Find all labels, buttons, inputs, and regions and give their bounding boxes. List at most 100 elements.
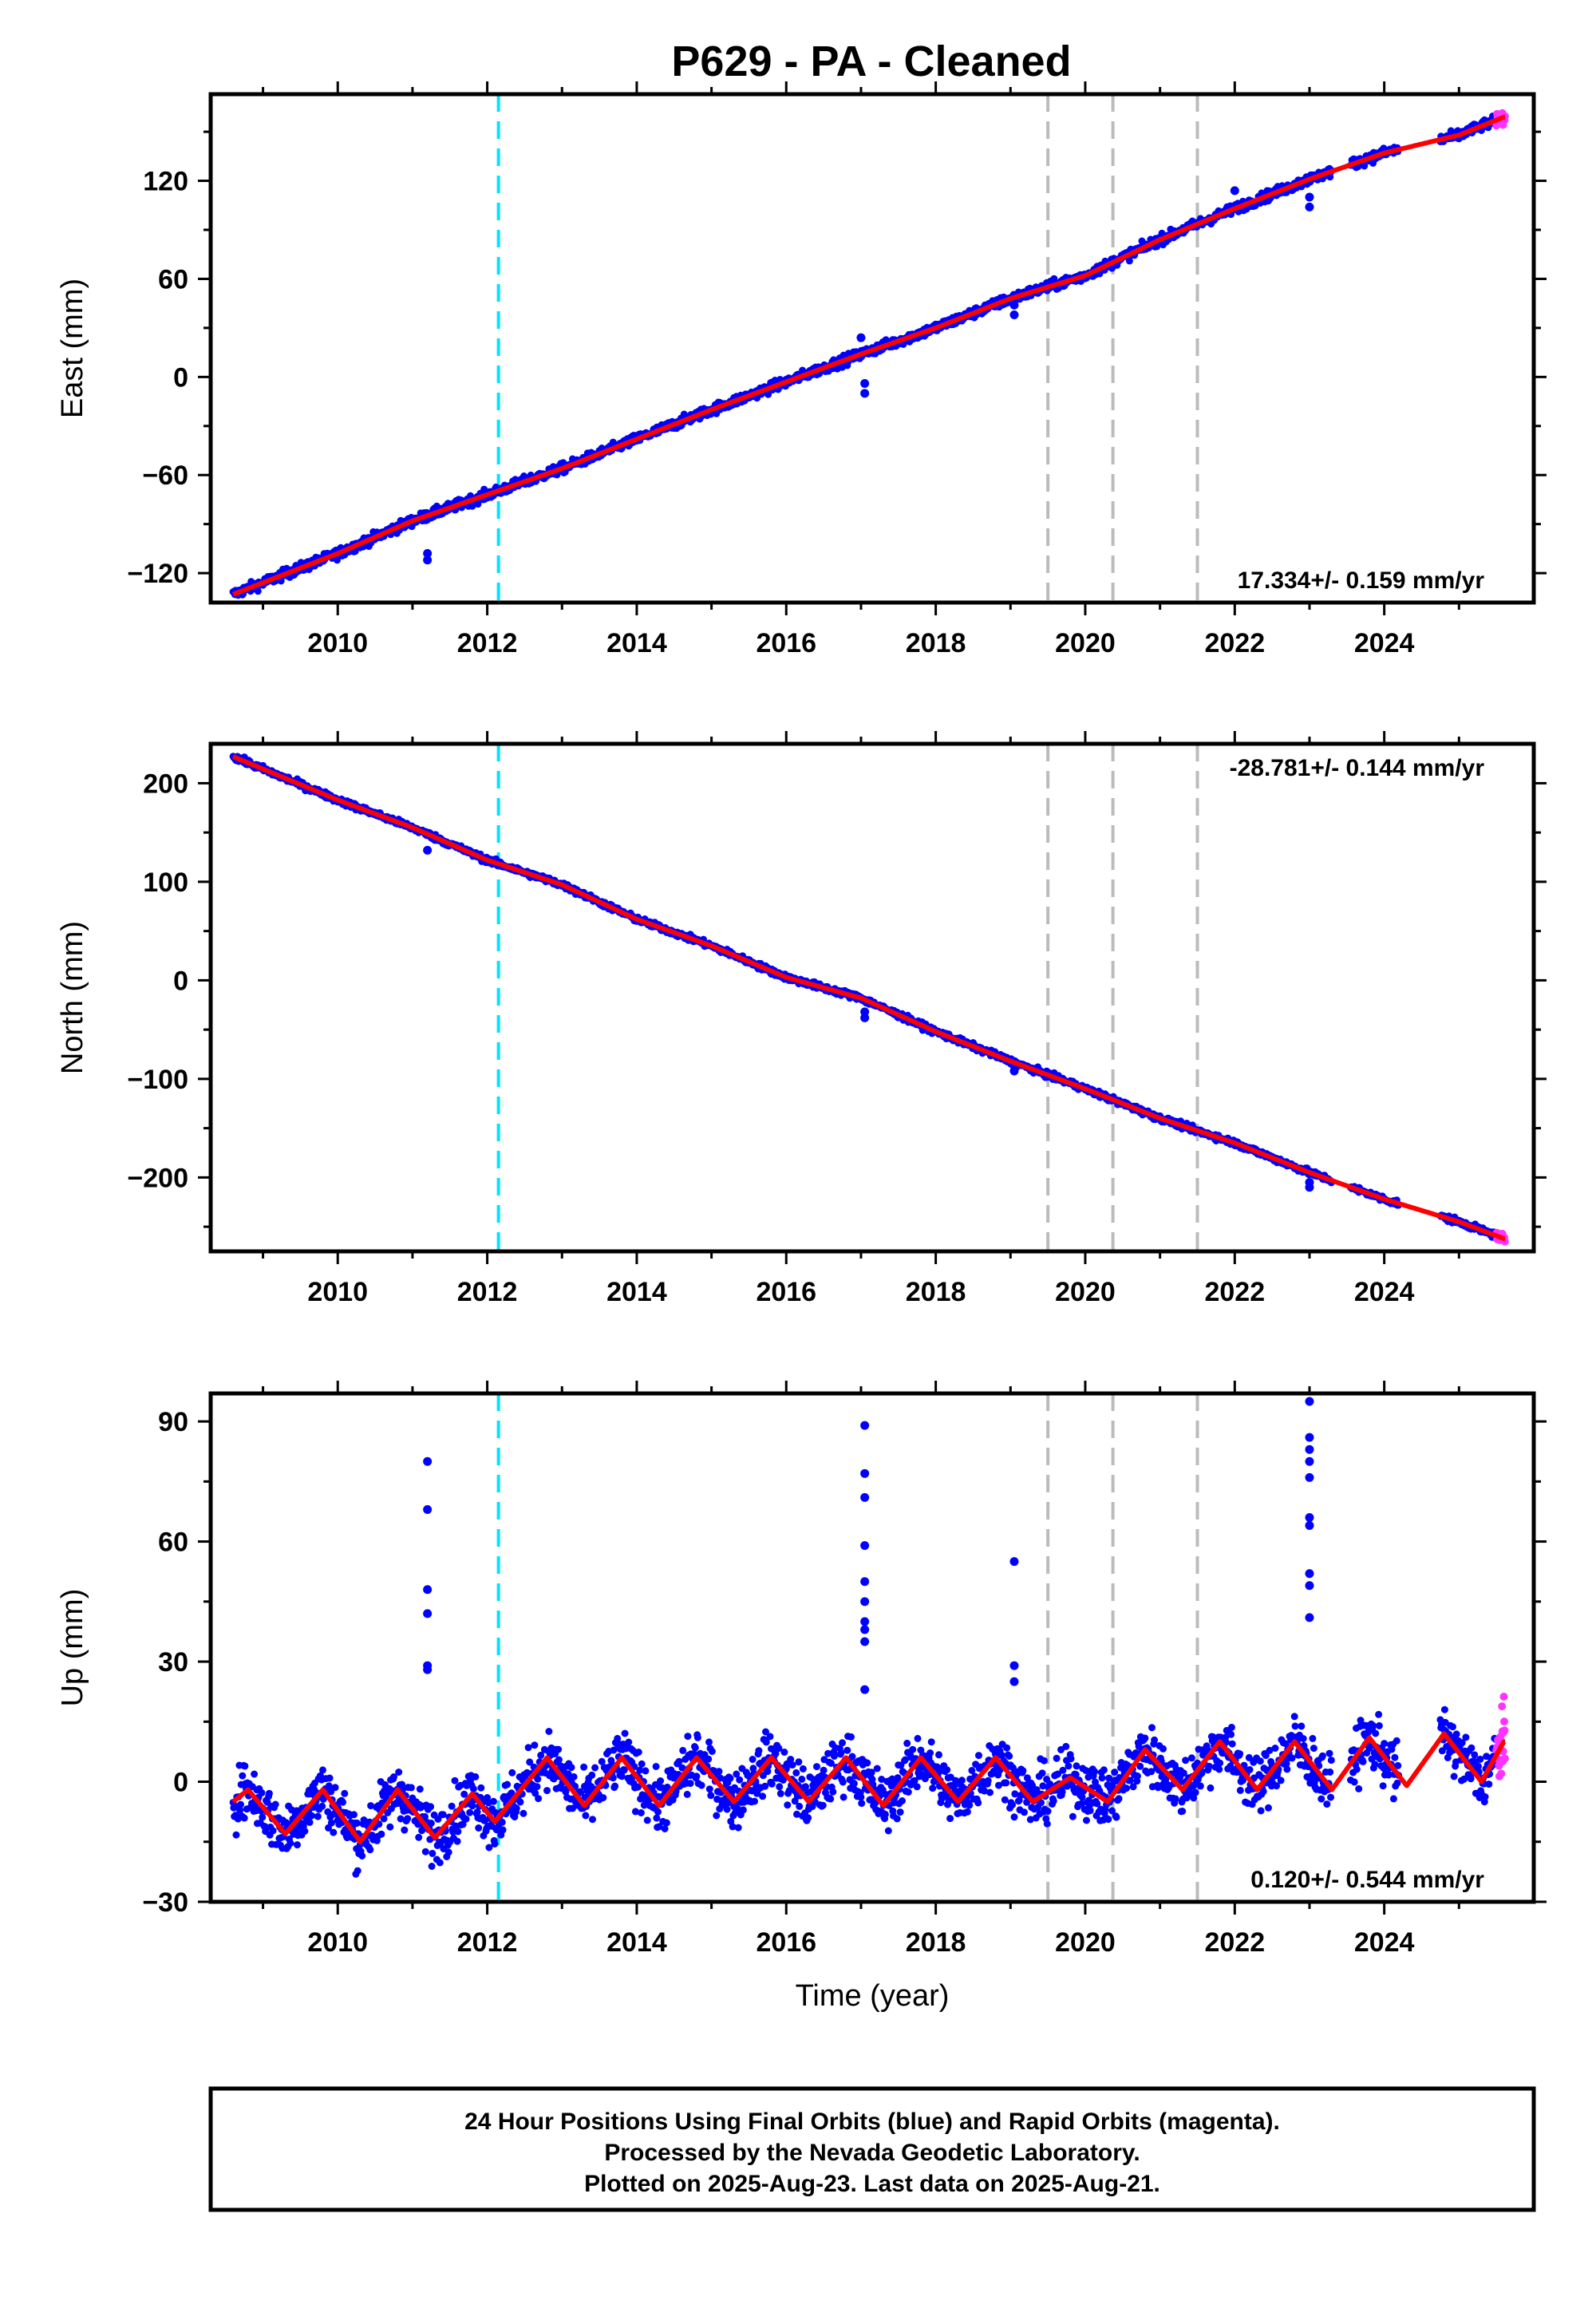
outlier-point [860,389,870,398]
model-fit-line [231,1731,1507,1844]
outlier-point [860,1625,870,1634]
outlier-point [423,1665,433,1674]
y-tick-label: −120 [127,559,188,589]
outlier-point [860,1685,870,1694]
outlier-point [423,549,433,559]
x-tick-label: 2022 [1204,1927,1265,1958]
outlier-point [1305,1445,1314,1454]
outlier-point [1009,1066,1019,1076]
outlier-point [860,1597,870,1607]
outlier-point [1305,1613,1314,1622]
model-fit-line [231,114,1507,597]
x-tick-label: 2010 [307,628,368,658]
y-tick-label: 120 [143,167,188,197]
x-tick-label: 2010 [307,1927,368,1958]
y-tick-label: 200 [143,769,188,799]
outlier-point [1305,1433,1314,1442]
x-tick-label: 2020 [1055,628,1116,658]
outlier-point [1305,202,1314,211]
x-tick-label: 2010 [307,1277,368,1307]
outlier-point [1305,1178,1314,1188]
x-tick-label: 2014 [606,1277,667,1307]
x-tick-label: 2012 [457,628,518,658]
y-axis-label: East (mm) [56,279,89,418]
plot-frame [208,92,1536,605]
outlier-point [860,1541,870,1551]
up-panel: 2010 2012 2014 2016 2018 2020 2022 2024 −30 0 30 60… [56,1381,1547,2013]
y-tick-label: −30 [142,1887,188,1918]
outlier-point [860,1013,870,1022]
x-tick-label: 2020 [1055,1277,1116,1307]
velocity-rate-label: 17.334+/- 0.159 mm/yr [1238,567,1485,594]
outlier-point [423,1504,433,1514]
east-panel: 2010 2012 2014 2016 2018 2020 2022 2024 −120 −60 0… [56,81,1547,658]
x-tick-label: 2018 [906,628,966,658]
x-tick-label: 2024 [1354,628,1415,658]
x-tick-label: 2024 [1354,1277,1415,1307]
outlier-point [860,1468,870,1478]
caption-line-1: 24 Hour Positions Using Final Orbits (bl… [464,2109,1280,2135]
y-tick-label: 0 [173,362,188,393]
plot-content [229,94,1509,603]
x-tick-label: 2014 [606,1927,667,1958]
x-tick-label: 2020 [1055,1927,1116,1958]
outlier-point [423,1456,433,1466]
final-orbit-points [229,1705,1499,1878]
x-tick-label: 2012 [457,1927,518,1958]
y-axis-label: North (mm) [56,921,89,1074]
outlier-point [1305,1581,1314,1591]
outlier-point [1305,1521,1314,1531]
outlier-point [1305,192,1314,202]
x-tick-label: 2022 [1204,1277,1265,1307]
outlier-point [860,1637,870,1646]
outlier-point [1230,186,1239,196]
outlier-point [1009,1661,1019,1670]
outlier-point [856,333,866,342]
x-tick-label: 2016 [756,628,816,658]
x-tick-label: 2018 [906,1927,966,1958]
outlier-point [1009,300,1019,310]
outlier-point [1305,1397,1314,1406]
outlier-point [1009,1677,1019,1686]
outlier-point [860,379,870,389]
y-tick-label: 100 [143,868,188,898]
x-tick-label: 2024 [1354,1927,1415,1958]
figure-title: P629 - PA - Cleaned [671,38,1071,85]
outlier-point [860,1492,870,1502]
velocity-rate-label: 0.120+/- 0.544 mm/yr [1250,1867,1484,1893]
outlier-point [1305,1512,1314,1522]
plot-frame [208,741,1536,1254]
x-tick-label: 2016 [756,1927,816,1958]
outlier-point [423,1585,433,1595]
y-tick-label: −200 [127,1163,188,1193]
y-tick-label: 30 [158,1647,188,1678]
y-tick-label: 60 [158,264,188,294]
x-tick-label: 2018 [906,1277,966,1307]
y-tick-label: 90 [158,1407,188,1437]
caption-frame [208,2086,1536,2212]
caption-line-3: Plotted on 2025-Aug-23. Last data on 202… [584,2171,1160,2197]
outlier-point [1009,310,1019,320]
outlier-point [860,1617,870,1626]
velocity-rate-label: -28.781+/- 0.144 mm/yr [1230,755,1485,781]
north-panel: 2010 2012 2014 2016 2018 2020 2022 2024 −200 −100… [56,731,1547,1307]
outlier-point [423,1609,433,1618]
y-tick-label: 60 [158,1528,188,1558]
outlier-point [1305,1569,1314,1579]
x-axis-label: Time (year) [796,1979,950,2013]
plot-area [211,1393,1534,1902]
final-orbit-points [229,753,1499,1241]
y-tick-label: 0 [173,966,188,996]
x-tick-label: 2016 [756,1277,816,1307]
model-fit-line [231,754,1507,1241]
x-tick-label: 2012 [457,1277,518,1307]
outlier-point [423,845,433,855]
outlier-point [860,1577,870,1587]
plot-content [229,1393,1509,1902]
y-tick-label: −100 [127,1065,188,1095]
plot-frame [208,1391,1536,1904]
outlier-point [423,555,433,565]
caption-line-2: Processed by the Nevada Geodetic Laborat… [604,2140,1140,2166]
plot-content [229,744,1509,1251]
